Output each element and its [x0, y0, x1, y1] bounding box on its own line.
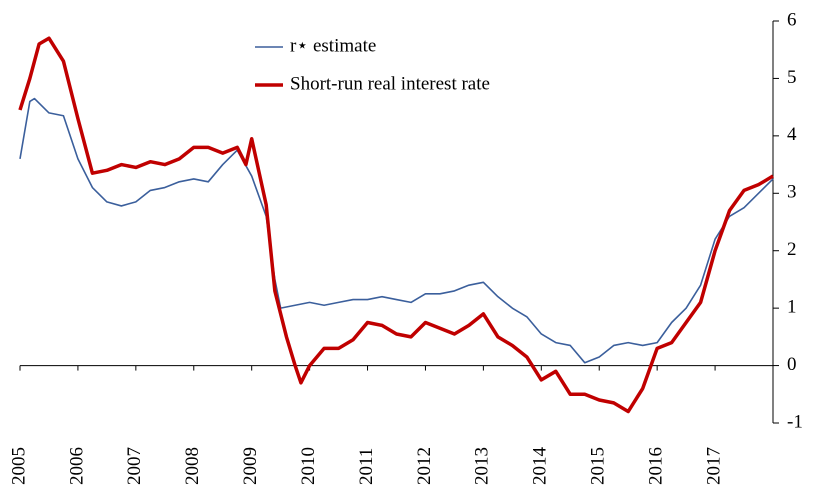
legend-label: Short-run real interest rate [290, 73, 490, 94]
y-tick-label: 1 [787, 297, 797, 318]
x-tick-label: 2015 [588, 447, 609, 485]
x-tick-label: 2005 [8, 447, 29, 485]
y-tick-label: 4 [787, 124, 797, 145]
x-tick-label: 2012 [414, 447, 435, 485]
x-tick-label: 2016 [646, 447, 667, 485]
x-tick-label: 2010 [298, 447, 319, 485]
series-line [19, 97, 774, 364]
legend-label: r⋆ estimate [290, 35, 376, 56]
y-tick-label: 3 [787, 182, 797, 203]
x-tick-label: 2017 [703, 447, 724, 485]
x-tick-label: 2006 [66, 447, 87, 485]
x-tick-label: 2009 [240, 447, 261, 485]
x-tick-label: 2008 [182, 447, 203, 485]
x-tick-label: 2014 [530, 447, 551, 486]
y-tick-label: -1 [787, 411, 803, 432]
x-tick-label: 2011 [356, 448, 377, 485]
series-line [18, 36, 774, 414]
x-tick-label: 2013 [472, 447, 493, 485]
y-tick-label: 6 [787, 9, 797, 30]
y-tick-label: 2 [787, 239, 797, 260]
y-tick-label: 0 [787, 354, 797, 375]
x-tick-label: 2007 [124, 447, 145, 485]
y-tick-label: 5 [787, 67, 797, 88]
